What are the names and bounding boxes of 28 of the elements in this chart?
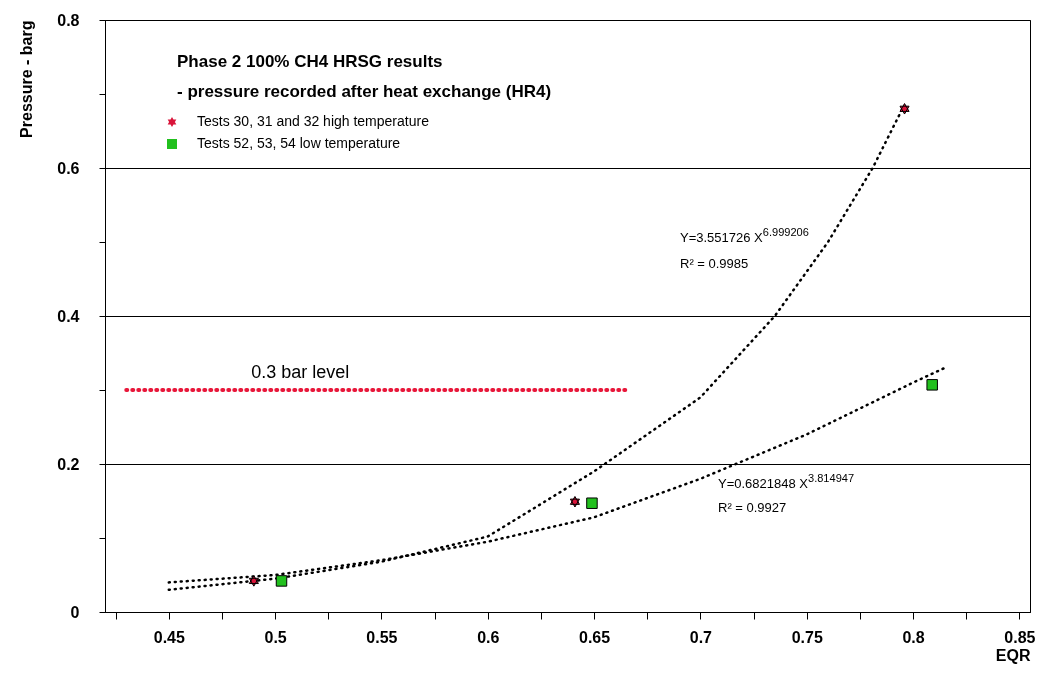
x-tick-label: 0.75 (791, 628, 823, 646)
series-label: 0.3 bar level (251, 362, 350, 382)
legend-label: Tests 52, 53, 54 low temperature (197, 135, 401, 151)
x-tick-label: 0.45 (153, 628, 185, 646)
legend-label: Tests 30, 31 and 32 high temperature (197, 113, 430, 129)
y-tick-label: 0.4 (57, 307, 80, 325)
x-tick-label: 0.55 (366, 628, 398, 646)
x-tick-label: 0.85 (1004, 628, 1036, 646)
point (586, 497, 598, 509)
x-axis-title: EQR (995, 646, 1031, 664)
annotation: Y=0.6821848 X$^{3.814947}$ (718, 472, 855, 491)
x-tick-label: 0.5 (264, 628, 287, 646)
x-tick-label: 0.7 (689, 628, 713, 646)
point (275, 575, 288, 587)
annotation: R² = 0.9985 (680, 256, 749, 271)
y-axis-title: Pressure - barg (18, 20, 36, 138)
point (926, 379, 938, 391)
text: Phase 2 100% CH4 HRSG results (177, 52, 443, 71)
y-tick-label: 0 (70, 603, 80, 621)
y-tick-label: 0.8 (57, 11, 80, 29)
y-tick-label: 0.6 (57, 159, 80, 177)
x-tick-label: 0.65 (579, 628, 611, 646)
x-tick-label: 0.6 (477, 628, 500, 646)
x-tick-label: 0.8 (902, 628, 925, 646)
annotation: R² = 0.9927 (718, 500, 787, 515)
text: - pressure recorded after heat exchange (HR4) (177, 82, 552, 101)
annotation: Y=3.551726 X$^{6.999206}$ (680, 226, 809, 245)
y-tick-label: 0.2 (57, 455, 80, 473)
